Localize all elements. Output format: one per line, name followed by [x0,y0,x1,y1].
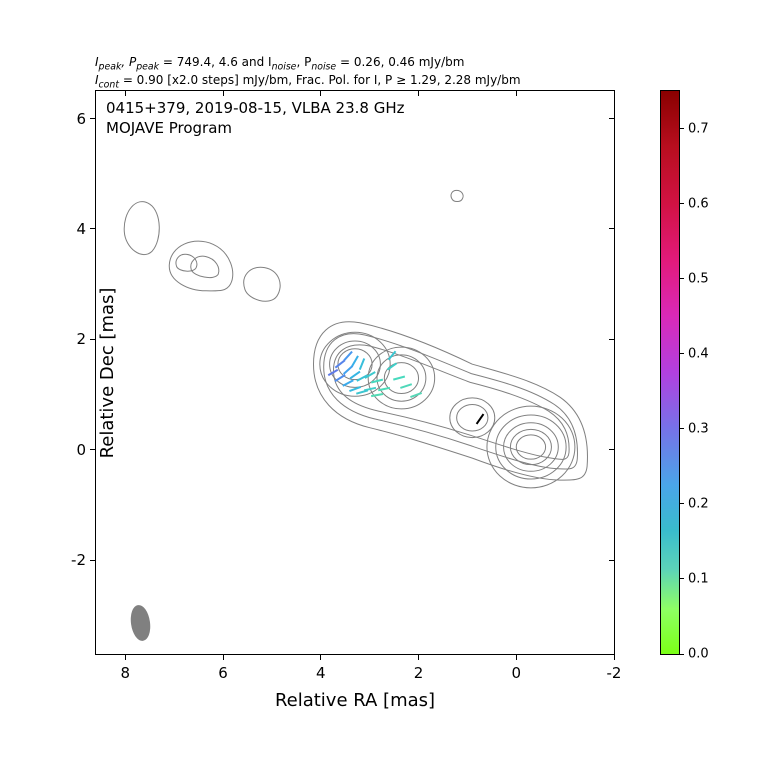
colorbar-tick [679,353,684,354]
polarization-tick [371,378,383,383]
header-line-2: Icont = 0.90 [x2.0 steps] mJy/bm, Frac. … [95,73,521,90]
x-tick [320,654,321,660]
polarization-tick [400,383,412,389]
x-tick [418,654,419,660]
y-tick [90,228,96,229]
colorbar: 0.00.10.20.30.40.50.60.7 [660,90,680,655]
x-tick-label: 2 [414,664,424,682]
program-title: MOJAVE Program [106,119,232,137]
polarization-tick [356,389,368,394]
colorbar-tick [679,203,684,204]
polarization-tick [328,369,339,376]
x-tick [125,90,126,96]
y-tick-label: 4 [76,220,86,238]
y-tick-label: -2 [71,551,86,569]
plot-area: 0415+379, 2019-08-15, VLBA 23.8 GHz MOJA… [95,90,615,655]
x-tick-label: 0 [511,664,521,682]
colorbar-tick [679,128,684,129]
y-tick [609,228,615,229]
colorbar-tick [679,578,684,579]
polarization-tick [387,351,396,361]
polarization-tick [342,380,354,387]
polarization-tick [359,358,365,370]
y-tick [609,560,615,561]
x-tick [223,90,224,96]
figure: Ipeak, Ppeak = 749.4, 4.6 and Inoise, Pn… [0,0,760,760]
y-tick [90,339,96,340]
colorbar-tick-label: 0.0 [688,647,709,662]
polarization-tick [371,393,383,397]
x-tick [418,90,419,96]
y-axis-label: Relative Dec [mas] [97,287,118,458]
colorbar-tick-label: 0.1 [688,571,709,586]
colorbar-tick [679,503,684,504]
header-line-1: Ipeak, Ppeak = 749.4, 4.6 and Inoise, Pn… [95,55,464,72]
x-tick [516,654,517,660]
y-tick-label: 0 [76,441,86,459]
y-tick [609,449,615,450]
x-tick [320,90,321,96]
colorbar-tick-label: 0.5 [688,271,709,286]
polarization-tick [387,363,397,371]
y-tick [609,118,615,119]
x-tick [223,654,224,660]
polarization-tick [475,414,484,425]
colorbar-tick-label: 0.2 [688,496,709,511]
x-tick-label: 8 [121,664,131,682]
x-tick-label: 4 [316,664,326,682]
y-tick [90,449,96,450]
x-axis-label: Relative RA [mas] [96,690,614,711]
colorbar-tick-label: 0.4 [688,346,709,361]
polarization-tick [410,392,422,398]
polarization-tick [378,387,390,391]
x-tick [516,90,517,96]
y-tick-label: 6 [76,110,86,128]
polarization-ticks-layer [96,91,614,654]
colorbar-tick-label: 0.3 [688,421,709,436]
colorbar-tick-label: 0.6 [688,196,709,211]
colorbar-tick-label: 0.7 [688,121,709,136]
polarization-tick [335,360,346,369]
polarization-tick [393,375,405,380]
polarization-tick [335,374,346,382]
colorbar-tick [679,654,684,655]
y-tick-label: 2 [76,330,86,348]
y-tick [90,560,96,561]
x-tick [614,654,615,660]
x-tick-label: 6 [218,664,228,682]
colorbar-tick [679,278,684,279]
source-title: 0415+379, 2019-08-15, VLBA 23.8 GHz [106,99,405,117]
y-tick [90,118,96,119]
x-tick [614,90,615,96]
x-tick-label: -2 [607,664,622,682]
colorbar-tick [679,428,684,429]
y-tick [609,339,615,340]
x-tick [125,654,126,660]
